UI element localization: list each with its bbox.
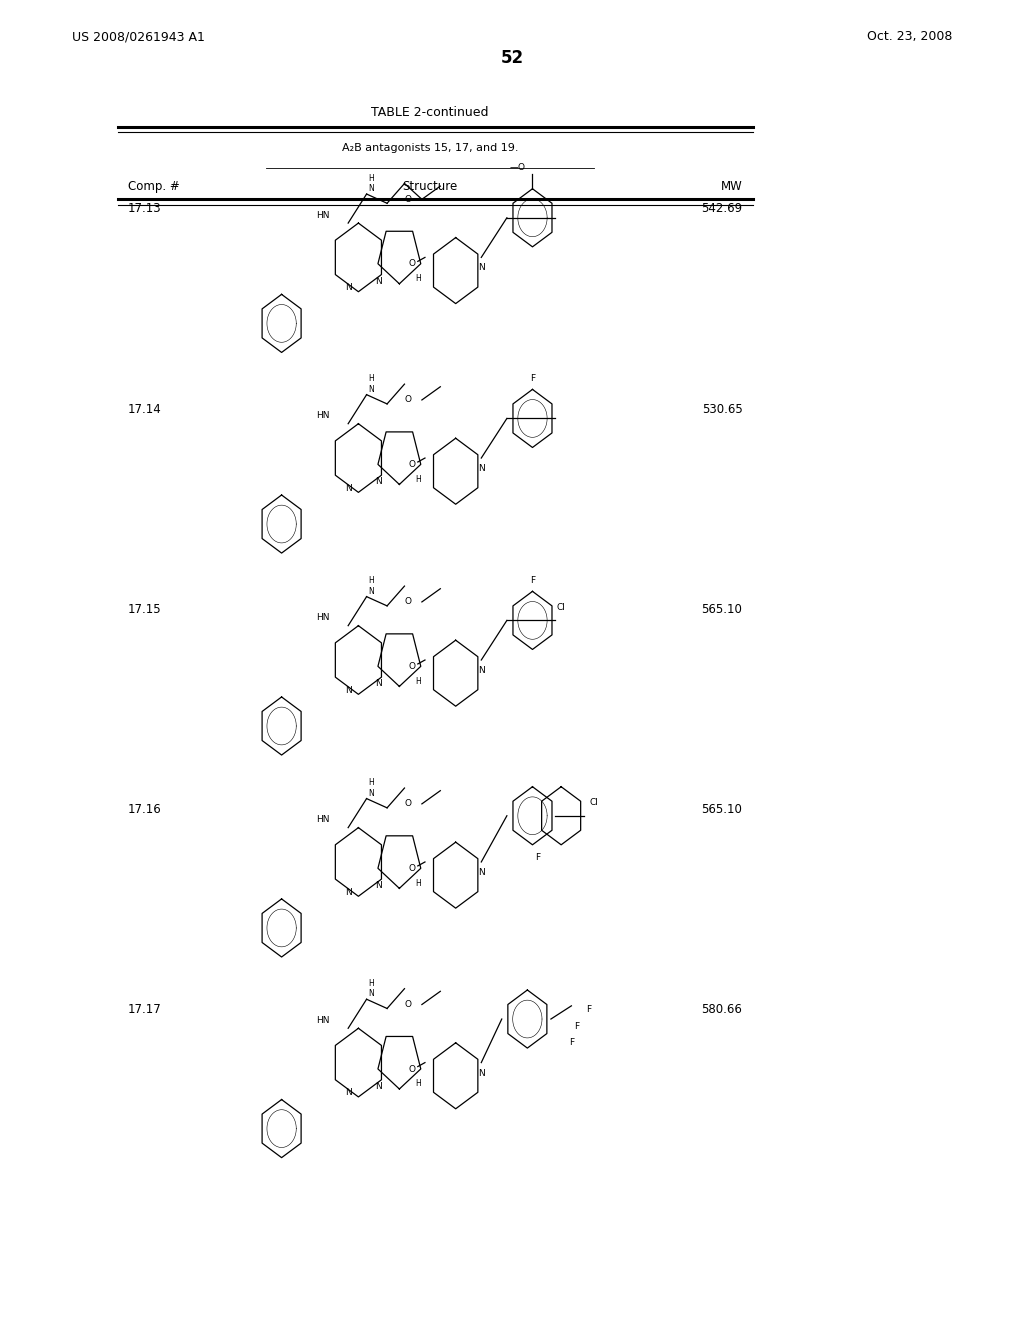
Text: N: N [345,484,351,492]
Text: 17.13: 17.13 [128,202,162,215]
Text: H
N: H N [368,779,374,797]
Text: N: N [376,1082,382,1090]
Text: N: N [345,1089,351,1097]
Text: MW: MW [721,180,742,193]
Text: Cl: Cl [557,603,565,611]
Text: 17.15: 17.15 [128,603,162,616]
Text: O: O [404,598,411,606]
Text: N: N [345,686,351,694]
Text: N: N [376,478,382,486]
Text: N: N [345,284,351,292]
Text: H: H [415,275,421,282]
Text: O: O [409,663,415,671]
Text: —O: —O [510,164,526,172]
Text: N: N [376,277,382,285]
Text: N: N [478,465,484,473]
Text: H
N: H N [368,375,374,393]
Text: US 2008/0261943 A1: US 2008/0261943 A1 [72,30,205,44]
Text: H: H [415,475,421,483]
Text: O: O [409,1065,415,1073]
Text: O: O [409,865,415,873]
Text: H
N: H N [368,577,374,595]
Text: N: N [478,869,484,876]
Text: O: O [404,1001,411,1008]
Text: HN: HN [315,1016,330,1024]
Text: HN: HN [315,211,330,219]
Text: Structure: Structure [402,180,458,193]
Text: O: O [409,260,415,268]
Text: O: O [404,800,411,808]
Text: 17.14: 17.14 [128,403,162,416]
Text: F: F [586,1006,592,1014]
Text: H: H [415,677,421,685]
Text: TABLE 2-continued: TABLE 2-continued [372,106,488,119]
Text: F: F [529,375,536,383]
Text: 542.69: 542.69 [701,202,742,215]
Text: H
N: H N [368,979,374,998]
Text: N: N [345,888,351,896]
Text: N: N [376,882,382,890]
Text: O: O [404,396,411,404]
Text: O: O [404,195,411,203]
Text: 17.16: 17.16 [128,803,162,816]
Text: H: H [415,879,421,887]
Text: 565.10: 565.10 [701,803,742,816]
Text: N: N [478,1069,484,1077]
Text: Cl: Cl [590,799,598,807]
Text: F: F [573,1023,580,1031]
Text: N: N [478,667,484,675]
Text: H: H [415,1080,421,1088]
Text: 52: 52 [501,49,523,67]
Text: 530.65: 530.65 [701,403,742,416]
Text: N: N [478,264,484,272]
Text: Comp. #: Comp. # [128,180,180,193]
Text: F: F [529,577,536,585]
Text: HN: HN [315,412,330,420]
Text: 565.10: 565.10 [701,603,742,616]
Text: Oct. 23, 2008: Oct. 23, 2008 [867,30,952,44]
Text: 580.66: 580.66 [701,1003,742,1016]
Text: HN: HN [315,816,330,824]
Text: HN: HN [315,614,330,622]
Text: O: O [409,461,415,469]
Text: A₂B antagonists 15, 17, and 19.: A₂B antagonists 15, 17, and 19. [342,143,518,153]
Text: H
N: H N [368,174,374,193]
Text: 17.17: 17.17 [128,1003,162,1016]
Text: N: N [376,680,382,688]
Text: F: F [568,1039,574,1047]
Text: F: F [535,854,541,862]
